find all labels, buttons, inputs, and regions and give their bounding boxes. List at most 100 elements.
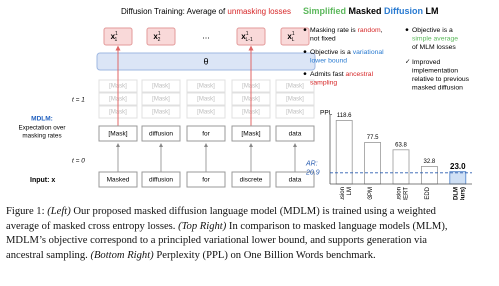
text-line: not fixed	[310, 35, 336, 42]
token-sub: 1	[114, 37, 117, 43]
caption-text: In comparison to masked language models …	[226, 220, 448, 232]
text-segment: unmasking losses	[227, 7, 291, 16]
text-segment: sampling	[310, 79, 337, 86]
text-segment: Objective is a	[412, 27, 453, 34]
input-text: discrete	[240, 177, 263, 184]
text-segment: not fixed	[310, 35, 336, 42]
model-bar	[96, 52, 316, 71]
token-box	[275, 125, 315, 142]
text-line: Objective is a	[412, 27, 453, 34]
stack-token: [Mask]	[152, 110, 170, 116]
stack-token: [Mask]	[197, 84, 215, 90]
t0-label: t = 0	[72, 158, 85, 165]
token-sub: 2	[158, 37, 161, 43]
caption-line: ancestral sampling. (Bottom Right) Perpl…	[6, 249, 494, 264]
input-label: Input: x	[30, 177, 55, 184]
bar	[335, 120, 353, 185]
bar	[449, 171, 467, 185]
input-text: diffusion	[149, 177, 173, 184]
caption-text: (Left)	[47, 206, 71, 217]
output-box	[280, 27, 310, 46]
stack-token: [Mask]	[152, 97, 170, 103]
text-line: sampling	[310, 79, 337, 86]
output-token: x1 1	[111, 31, 118, 43]
text-segment: variational	[353, 49, 384, 56]
token-sub: L	[292, 37, 295, 43]
input-box	[231, 171, 271, 188]
mdlm-text: masking rates	[22, 133, 61, 140]
bullet-dot: ●	[303, 71, 307, 78]
token-box	[141, 125, 181, 142]
text-line: Simplified Masked Diffusion LM	[303, 6, 439, 16]
token-box	[186, 125, 226, 142]
text-segment: relative to previous	[412, 76, 470, 83]
text-segment: implementation	[412, 67, 458, 74]
text-segment: Simplified	[303, 6, 346, 16]
token-text: diffusion	[149, 131, 173, 138]
token-text: data	[289, 131, 302, 138]
output-token: x1 L-1	[241, 31, 253, 43]
reference-value: 20.9	[305, 170, 320, 177]
stack-box	[275, 92, 315, 106]
caption-text: average of masked cross entropy losses.	[6, 220, 179, 232]
input-text: for	[202, 177, 210, 184]
reference-name: AR:	[305, 161, 318, 168]
text-line: simple average	[412, 35, 458, 42]
text-line: Improved	[412, 59, 441, 66]
caption-text: Our proposed masked diffusion language m…	[70, 206, 436, 217]
bar	[392, 149, 410, 185]
text-segment: Admits fast	[310, 71, 346, 78]
text-segment: of MLM losses	[412, 44, 456, 51]
category-label: D3PM	[368, 187, 374, 200]
t1-label: t = 1	[72, 97, 85, 104]
input-box	[186, 171, 226, 188]
mdlm-name: MDLM:	[31, 116, 53, 123]
text-segment: Masking rate is	[310, 27, 358, 34]
caption-text: MDLM’s objective correspond to a princip…	[6, 235, 427, 247]
text-line: relative to previous	[412, 76, 470, 83]
output-box	[146, 27, 176, 46]
token-sub: L-1	[246, 37, 253, 43]
category-label: Diffusion	[340, 187, 346, 200]
text-segment: Objective is a	[310, 49, 353, 56]
text-line: Diffusion Training: Average of unmasking…	[121, 7, 291, 16]
caption-text: (Bottom Right)	[90, 249, 154, 261]
token-sup: 1	[292, 31, 295, 37]
caption-text: (Top Right)	[178, 220, 227, 232]
token-box	[231, 125, 271, 142]
category-label: MDLM	[453, 187, 459, 200]
category-label: SEDD	[425, 186, 431, 200]
output-token: x1 L	[287, 31, 294, 43]
stack-token: [Mask]	[197, 110, 215, 116]
bar	[420, 166, 438, 185]
bullet-dot: ●	[405, 27, 409, 34]
stack-box	[186, 105, 226, 119]
caption-line: average of masked cross entropy losses. …	[6, 220, 494, 235]
category-label: (Ours)	[460, 187, 466, 200]
token-box	[98, 125, 138, 142]
stack-token: [Mask]	[286, 84, 304, 90]
token-base: x	[287, 32, 292, 41]
text-line: Objective is a variational	[310, 49, 384, 56]
stack-box	[186, 92, 226, 106]
bullet-dot: ●	[303, 49, 307, 56]
stack-box	[141, 79, 181, 93]
check-icon: ✓	[405, 59, 410, 66]
category-label: LM	[347, 187, 353, 195]
mdlm-text: Expectation over	[19, 125, 66, 132]
text-line: of MLM losses	[412, 44, 456, 51]
value-label: 32.8	[424, 159, 436, 165]
text-segment: Diffusion Training: Average of	[121, 7, 227, 16]
output-token: x1 2	[153, 31, 160, 43]
caption-text: Figure 1:	[6, 206, 48, 217]
token-base: x	[153, 32, 158, 41]
input-text: data	[289, 177, 302, 184]
text-segment: ,	[381, 27, 383, 34]
stack-box	[141, 92, 181, 106]
text-segment: lower bound	[310, 57, 347, 64]
text-segment: ancestral	[346, 71, 374, 78]
text-line: lower bound	[310, 57, 347, 64]
text-segment: simple average	[412, 35, 458, 42]
text-segment: masked diffusion	[412, 84, 463, 91]
